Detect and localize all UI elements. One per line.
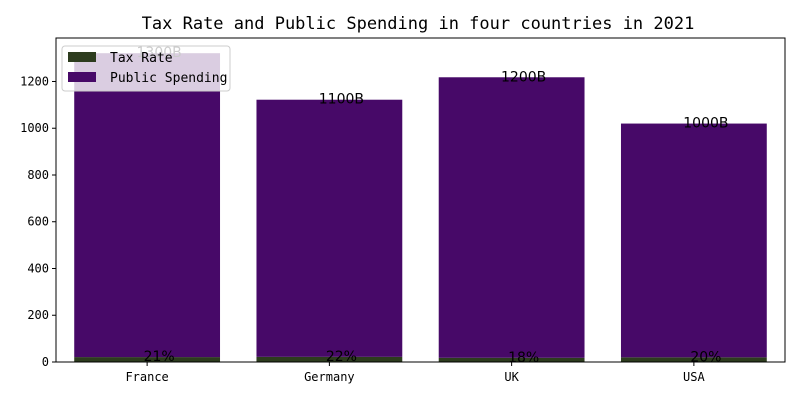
bars-layer xyxy=(74,53,767,362)
bar-tax-rate-uk xyxy=(438,357,585,362)
plot-frame xyxy=(55,37,786,363)
y-tick-label: 1000 xyxy=(20,121,49,135)
bar-public-spending-germany xyxy=(256,99,403,357)
y-tick-label: 600 xyxy=(27,215,49,229)
legend-swatch-public-spending xyxy=(68,72,96,82)
y-tick-label: 400 xyxy=(27,261,49,275)
data-label-public-spending-usa: 1000B xyxy=(683,116,728,132)
bar-public-spending-usa xyxy=(620,123,767,358)
y-tick-label: 200 xyxy=(27,308,49,322)
y-tick-label: 0 xyxy=(42,355,49,369)
bar-public-spending-uk xyxy=(438,77,585,358)
x-tick-label-uk: UK xyxy=(504,370,519,384)
data-label-tax-rate-usa: 20% xyxy=(690,349,721,365)
x-tick-label-france: France xyxy=(125,370,168,384)
axes-layer: 0 200 400 600 800 1000 1200 France Germany UK USA xyxy=(20,37,786,384)
data-label-tax-rate-uk: 18% xyxy=(508,350,539,366)
x-tick-label-usa: USA xyxy=(683,370,705,384)
bar-tax-rate-usa xyxy=(620,357,767,362)
legend: Tax Rate Public Spending xyxy=(61,45,231,92)
bar-tax-rate-germany xyxy=(256,356,403,362)
x-tick-label-germany: Germany xyxy=(304,370,355,384)
bar-public-spending-france xyxy=(74,53,221,358)
data-label-public-spending-uk: 1200B xyxy=(501,69,546,85)
data-label-public-spending-germany: 1100B xyxy=(319,92,364,108)
data-label-tax-rate-germany: 22% xyxy=(326,349,357,365)
legend-label-public-spending: Public Spending xyxy=(110,71,227,86)
chart-title: Tax Rate and Public Spending in four cou… xyxy=(142,14,695,34)
y-tick-label: 800 xyxy=(27,168,49,182)
data-label-tax-rate-france: 21% xyxy=(144,349,175,365)
legend-box xyxy=(61,45,231,92)
bar-tax-rate-france xyxy=(74,357,221,362)
legend-swatch-tax-rate xyxy=(68,52,96,62)
y-tick-label: 1200 xyxy=(20,74,49,88)
legend-label-tax-rate: Tax Rate xyxy=(110,51,173,66)
